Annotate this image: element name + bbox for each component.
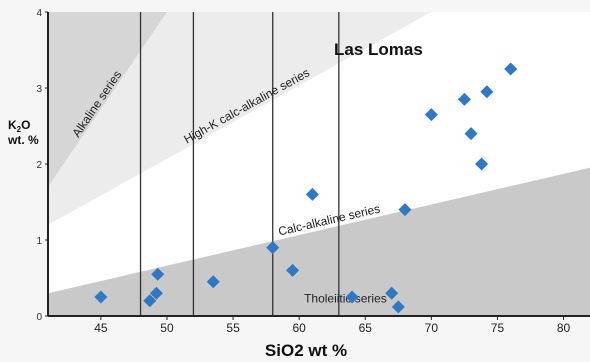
- data-point-5: [266, 241, 280, 255]
- data-point-2: [149, 286, 163, 300]
- data-point-12: [424, 108, 438, 122]
- x-axis-label: SiO2 wt %: [265, 341, 347, 360]
- chart-title: Las Lomas: [334, 40, 423, 59]
- y-tick-label-0: 0: [36, 312, 42, 323]
- y-axis-label-k: K: [8, 118, 17, 132]
- x-tick-label-6: 75: [491, 321, 505, 335]
- x-tick-label-3: 60: [292, 321, 306, 335]
- tholeiitic-field: [48, 167, 590, 316]
- x-tick-label-7: 80: [557, 321, 571, 335]
- y-axis-ticks: 0 1 2 3 4: [36, 8, 48, 323]
- data-point-8: [345, 290, 359, 304]
- data-points: [94, 62, 518, 314]
- data-point-13: [457, 92, 471, 106]
- data-point-4: [206, 275, 220, 289]
- x-axis-ticks: 45 50 55 60 65 70 75 80: [94, 316, 571, 335]
- y-tick-label-2: 2: [36, 160, 42, 171]
- high-k-field: [48, 12, 432, 225]
- y-tick-label-4: 4: [36, 8, 42, 19]
- data-point-10: [391, 300, 405, 314]
- data-point-16: [480, 85, 494, 99]
- y-axis-label-o: O: [21, 118, 30, 132]
- y-axis-label: K2O: [8, 118, 30, 134]
- x-tick-label-5: 70: [425, 321, 439, 335]
- x-tick-label-1: 50: [160, 321, 174, 335]
- data-point-15: [475, 157, 489, 171]
- x-tick-label-4: 65: [359, 321, 373, 335]
- x-tick-label-2: 55: [226, 321, 240, 335]
- y-tick-label-1: 1: [36, 236, 42, 247]
- y-tick-label-3: 3: [36, 84, 42, 95]
- series-fields: [48, 12, 590, 316]
- y-axis-label-units: wt. %: [7, 133, 39, 147]
- field-label-tholeiitic-series: Tholeiitic series: [304, 291, 387, 305]
- data-point-3: [151, 267, 165, 281]
- data-point-6: [286, 263, 300, 277]
- x-tick-label-0: 45: [94, 321, 108, 335]
- y-axis-label-sub: 2: [17, 125, 22, 134]
- silica-divider-lines: [139, 12, 340, 316]
- alkaline-field: [48, 12, 167, 187]
- data-point-7: [305, 187, 319, 201]
- data-point-9: [385, 286, 399, 300]
- data-point-1: [143, 294, 157, 308]
- data-point-17: [504, 62, 518, 76]
- data-point-11: [398, 203, 412, 217]
- data-point-14: [464, 127, 478, 141]
- data-point-0: [94, 290, 108, 304]
